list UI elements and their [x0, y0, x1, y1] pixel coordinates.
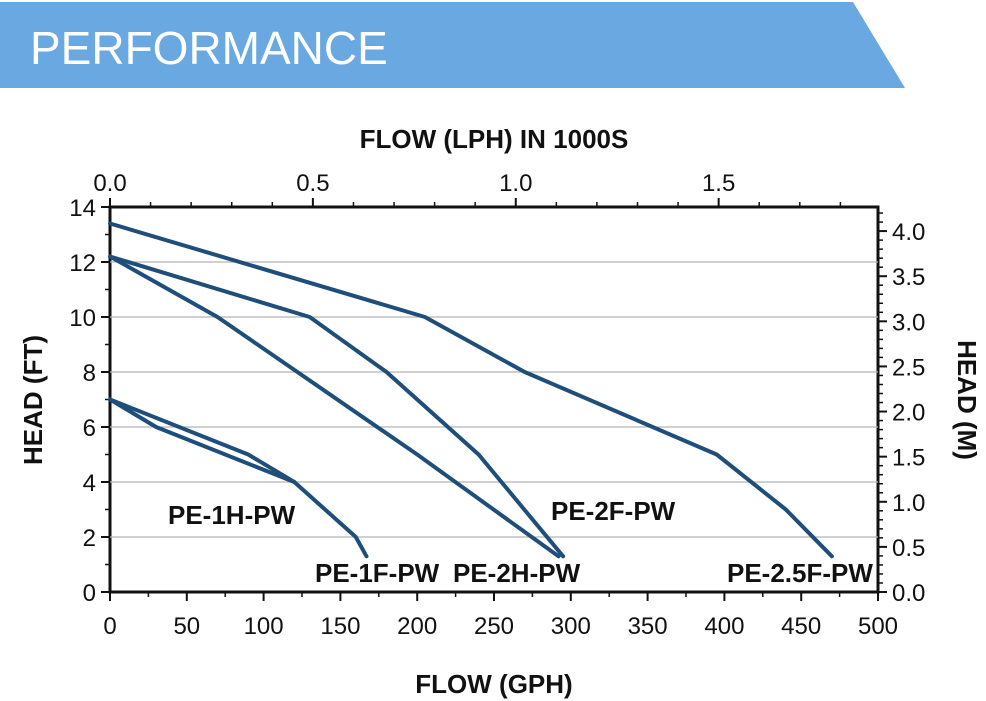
y-tick-label: 6 — [83, 415, 96, 442]
header-title: PERFORMANCE — [30, 22, 388, 74]
y2-tick-label: 1.5 — [892, 445, 925, 472]
y2-tick-label: 0.0 — [892, 580, 925, 607]
y2-tick-label: 2.0 — [892, 400, 925, 427]
y2-tick-label: 2.5 — [892, 354, 925, 381]
y2-tick-label: 1.0 — [892, 490, 925, 517]
x-tick-label: 100 — [244, 613, 284, 640]
plot-area — [108, 205, 880, 594]
series-label-pe-2-5f-pw: PE-2.5F-PW — [727, 558, 873, 588]
y2-tick-label: 4.0 — [892, 219, 925, 246]
x2-tick-label: 1.0 — [499, 170, 532, 197]
series-line-pe-2-5f-pw — [108, 221, 834, 559]
y-tick-label: 12 — [69, 250, 96, 277]
series-lines — [108, 221, 834, 559]
y2-tick-label: 0.5 — [892, 535, 925, 562]
x-tick-label: 250 — [474, 613, 514, 640]
x-tick-label: 450 — [781, 613, 821, 640]
x2-tick-label: 1.5 — [702, 170, 735, 197]
x2-axis-title: FLOW (LPH) IN 1000S — [360, 124, 629, 154]
series-label-pe-1h-pw: PE-1H-PW — [168, 500, 296, 530]
series-line-pe-2f-pw — [108, 254, 566, 559]
y-tick-label: 10 — [69, 305, 96, 332]
x-tick-label: 50 — [173, 613, 200, 640]
x-tick-label: 200 — [397, 613, 437, 640]
axis-ticks: 0 2 4 6 8 10 12 14 0 50 100 150 200 250 300 350 400 450 50… — [69, 170, 925, 640]
y-tick-label: 8 — [83, 360, 96, 387]
x-tick-label: 500 — [858, 613, 898, 640]
y2-tick-label: 3.5 — [892, 264, 925, 291]
y-tick-label: 0 — [83, 580, 96, 607]
series-label-pe-2f-pw: PE-2F-PW — [551, 496, 676, 526]
x2-tick-label: 0.5 — [296, 170, 329, 197]
y2-tick-label: 3.0 — [892, 309, 925, 336]
y-tick-label: 4 — [83, 470, 96, 497]
x-tick-label: 300 — [551, 613, 591, 640]
series-label-pe-2h-pw: PE-2H-PW — [453, 558, 581, 588]
y-tick-label: 2 — [83, 525, 96, 552]
x2-tick-label: 0.0 — [93, 170, 126, 197]
x-tick-label: 150 — [320, 613, 360, 640]
series-line-pe-1f-pw — [108, 397, 369, 559]
series-line-pe-1h-pw — [108, 397, 297, 484]
x-axis-title: FLOW (GPH) — [415, 669, 572, 699]
x-tick-label: 350 — [628, 613, 668, 640]
header-banner — [0, 2, 905, 88]
x-tick-label: 400 — [704, 613, 744, 640]
gridlines — [110, 261, 878, 538]
y2-axis-title: HEAD (M) — [952, 340, 982, 460]
y-tick-label: 14 — [69, 195, 96, 222]
x-tick-label: 0 — [103, 613, 116, 640]
series-line-pe-2h-pw — [108, 254, 561, 559]
series-label-pe-1f-pw: PE-1F-PW — [315, 558, 440, 588]
y-axis-title: HEAD (FT) — [18, 335, 48, 465]
